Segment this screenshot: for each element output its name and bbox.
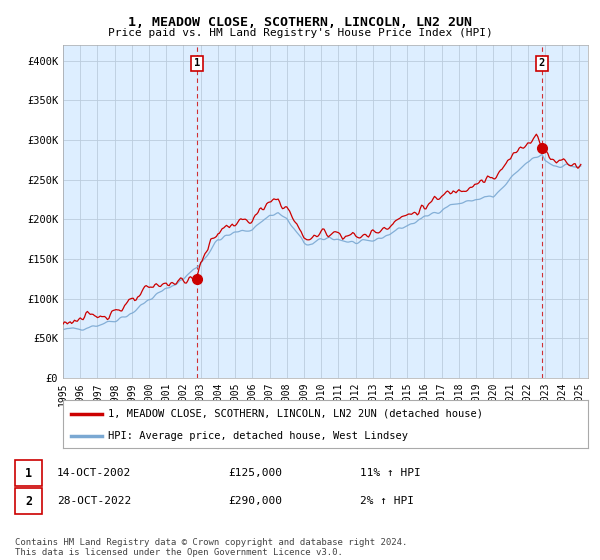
Text: 1: 1 [25, 466, 32, 480]
Text: 14-OCT-2002: 14-OCT-2002 [57, 468, 131, 478]
Text: 28-OCT-2022: 28-OCT-2022 [57, 496, 131, 506]
Text: £125,000: £125,000 [228, 468, 282, 478]
Text: 11% ↑ HPI: 11% ↑ HPI [360, 468, 421, 478]
Text: 1: 1 [194, 58, 200, 68]
Text: HPI: Average price, detached house, West Lindsey: HPI: Average price, detached house, West… [107, 431, 407, 441]
Text: Contains HM Land Registry data © Crown copyright and database right 2024.
This d: Contains HM Land Registry data © Crown c… [15, 538, 407, 557]
Text: 2: 2 [25, 494, 32, 508]
Text: Price paid vs. HM Land Registry's House Price Index (HPI): Price paid vs. HM Land Registry's House … [107, 28, 493, 38]
Text: £290,000: £290,000 [228, 496, 282, 506]
Text: 1, MEADOW CLOSE, SCOTHERN, LINCOLN, LN2 2UN (detached house): 1, MEADOW CLOSE, SCOTHERN, LINCOLN, LN2 … [107, 409, 482, 419]
Text: 2% ↑ HPI: 2% ↑ HPI [360, 496, 414, 506]
Text: 2: 2 [539, 58, 545, 68]
Text: 1, MEADOW CLOSE, SCOTHERN, LINCOLN, LN2 2UN: 1, MEADOW CLOSE, SCOTHERN, LINCOLN, LN2 … [128, 16, 472, 29]
